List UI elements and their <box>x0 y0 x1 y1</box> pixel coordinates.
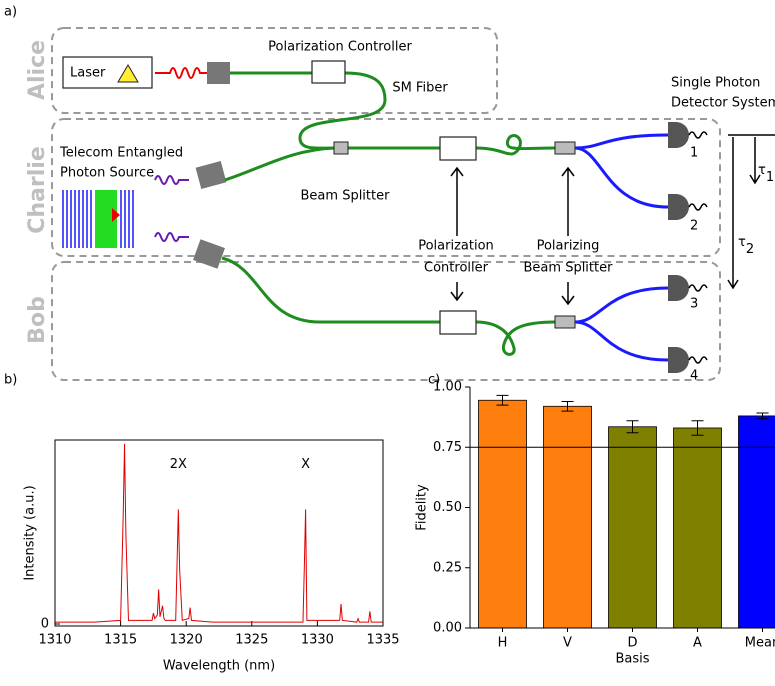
delay-sub: 1 <box>766 170 774 185</box>
y-tick-label: 1.00 <box>433 380 462 395</box>
error-bar <box>626 420 639 434</box>
annotation: 2X <box>170 457 187 472</box>
x-tick-label: 1310 <box>38 633 71 648</box>
detector-signal <box>688 131 708 364</box>
plot-frame <box>54 439 384 627</box>
laser-box <box>62 56 153 89</box>
source-label: Photon Source <box>60 166 154 181</box>
error-bar <box>756 412 769 420</box>
polarization-controller <box>439 136 477 161</box>
laser-icon <box>117 64 139 83</box>
y-axis-label: Fidelity <box>415 484 430 531</box>
polarization-controller <box>311 60 346 84</box>
y-tick-label: 0.25 <box>433 560 462 575</box>
detector-number: 1 <box>690 146 698 161</box>
source-core <box>95 190 117 248</box>
arrow <box>450 166 575 306</box>
bar <box>478 399 527 629</box>
collimator <box>193 239 225 269</box>
annotation: X <box>301 457 310 472</box>
party-label: Bob <box>25 296 50 344</box>
party-label: Charlie <box>25 146 50 234</box>
delay-sub: 2 <box>746 242 754 257</box>
fiber-to-detector <box>574 286 669 362</box>
x-tick-label: D <box>627 636 637 651</box>
component-label: Polarization Controller <box>268 40 412 55</box>
y-tick-label: 0.00 <box>433 621 462 636</box>
detector-system-label: Single Photon <box>671 76 760 91</box>
x-tick-label: 1315 <box>104 633 137 648</box>
component-label: Beam Splitter <box>301 189 391 204</box>
x-tick-label: 1320 <box>170 633 203 648</box>
axes <box>469 387 775 629</box>
detector-number: 2 <box>690 219 698 234</box>
panel-label: c) <box>428 373 440 388</box>
fiber <box>221 256 556 356</box>
x-tick-label: A <box>693 636 702 651</box>
delay-label: τ2 <box>738 235 754 257</box>
polarization-controller <box>439 310 477 335</box>
error-bar <box>496 394 509 406</box>
y-tick-label: 0.75 <box>433 440 462 455</box>
panel-label: b) <box>4 373 17 388</box>
component-label: SM Fiber <box>392 81 448 96</box>
x-tick-label: H <box>498 636 508 651</box>
x-tick-label: 1330 <box>301 633 334 648</box>
y-tick-label: 0.50 <box>433 500 462 515</box>
alice-box <box>51 27 498 114</box>
error-bar <box>691 420 704 436</box>
delay-arrow <box>727 134 775 290</box>
detector-system-label: Detector System <box>671 96 775 111</box>
x-axis-label: Wavelength (nm) <box>163 659 275 674</box>
component-label: Beam Splitter <box>524 261 614 276</box>
collimator <box>195 161 227 189</box>
bar <box>673 427 722 629</box>
photon-pulse <box>154 175 189 242</box>
x-tick-label: V <box>563 636 572 651</box>
charlie-box <box>51 118 721 257</box>
charts: b) 1310 1315 1320 1325 1330 1335 0 2X X Wavelength… <box>4 373 775 674</box>
polarizing-beam-splitter <box>554 141 576 155</box>
component-label: Polarizing <box>537 239 600 254</box>
delay-label: τ1 <box>758 163 774 185</box>
error-bar <box>561 400 574 412</box>
panel-label: a) <box>4 5 17 20</box>
laser-pulse <box>155 67 208 79</box>
fiber-to-detector <box>574 133 669 209</box>
diagram: a) Alice Charlie Bob Laser Polarization … <box>4 5 775 384</box>
party-label: Alice <box>25 40 50 100</box>
quantum-dot <box>112 208 120 222</box>
y-tick-label: 0 <box>41 617 49 632</box>
delay-symbol: τ <box>758 163 766 178</box>
delay-symbol: τ <box>738 235 746 250</box>
beam-splitter <box>333 141 349 155</box>
y-axis-label: Intensity (a.u.) <box>23 485 38 580</box>
component-label: Polarization <box>418 239 494 254</box>
polarizing-beam-splitter <box>554 315 576 329</box>
detector-number: 3 <box>690 297 698 312</box>
fiber <box>230 71 387 150</box>
fiber <box>224 134 556 182</box>
detectors <box>668 122 689 373</box>
component-label: Controller <box>424 261 489 276</box>
detector-number: 4 <box>690 369 698 384</box>
laser-label: Laser <box>70 66 106 81</box>
x-tick-label: 1325 <box>235 633 268 648</box>
photon-source <box>62 190 134 248</box>
x-tick-label: 1335 <box>366 633 399 648</box>
bob-box <box>51 261 721 381</box>
collimator <box>207 62 230 84</box>
x-axis-label: Basis <box>615 652 649 667</box>
bar <box>543 405 592 629</box>
source-label: Telecom Entangled <box>59 146 183 161</box>
spectrum-line <box>55 443 383 623</box>
bar <box>608 426 657 629</box>
x-tick-label: Mean <box>745 636 775 651</box>
